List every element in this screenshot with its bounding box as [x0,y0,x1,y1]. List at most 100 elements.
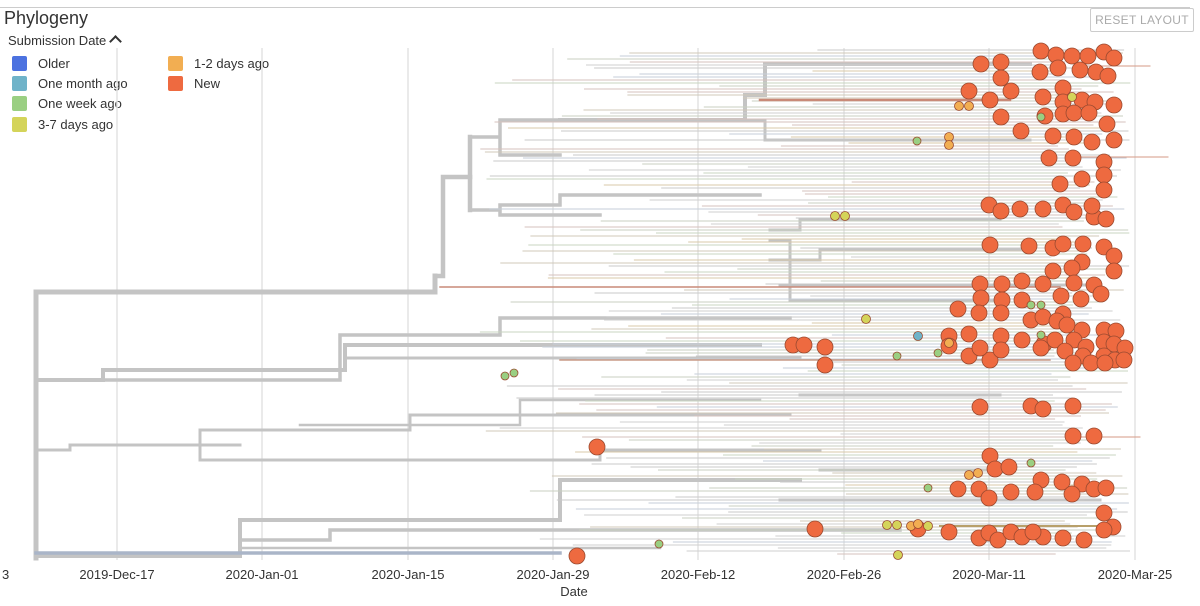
tip-new [1082,354,1100,372]
tip-new [1032,42,1050,60]
legend-label: Older [38,56,70,71]
tip-new [1053,473,1071,491]
x-tick-label: 2020-Mar-11 [952,567,1025,582]
tip-one-week [923,483,933,493]
tip-new [1092,285,1110,303]
branch [468,193,762,217]
tip-new [816,338,834,356]
x-tick-label: 2019-Dec-17 [79,567,154,582]
tip-new [1013,272,1031,290]
tip-new [1095,504,1113,522]
tip-new [1049,59,1067,77]
tip-one-week [1036,300,1046,310]
tip-new [971,339,989,357]
tip-new [960,325,978,343]
tree-branches [33,49,1169,561]
tip-one-week [933,348,943,358]
tip-one-week [1026,458,1036,468]
tip-new [992,53,1010,71]
branch [33,273,438,295]
tip-new [795,336,813,354]
tip-new [1063,259,1081,277]
tip-new [1105,262,1123,280]
tip-new [1097,210,1115,228]
tip-new [971,275,989,293]
legend-swatch [168,76,183,91]
tip-new [981,236,999,254]
tip-3-7-days [892,520,902,530]
x-tick-label: 2020-Jan-29 [517,567,590,582]
x-axis-label: Date [560,584,587,599]
tip-new [1040,149,1058,167]
tip-new [960,82,978,100]
tip-new [1056,342,1074,360]
tip-new [806,520,824,538]
tip-new [972,55,990,73]
tip-new [1002,82,1020,100]
branch [432,174,473,279]
tip-1-2-days [973,468,983,478]
tip-new [1065,128,1083,146]
tip-new [816,356,834,374]
tip-new [981,91,999,109]
tip-new [992,69,1010,87]
tip-new [992,304,1010,322]
tip-new [1064,354,1082,372]
branch [101,316,792,382]
panel-top-border [0,7,1190,8]
tip-one-month [913,331,923,341]
legend-swatch [12,56,27,71]
tip-new [1095,521,1113,539]
tip-new [1064,149,1082,167]
legend-label: One week ago [38,96,122,111]
tip-markers [500,42,1134,565]
tip-1-2-days [954,101,964,111]
tip-1-2-days [964,470,974,480]
tip-3-7-days [923,521,933,531]
tip-new [588,438,606,456]
tip-new [1026,483,1044,501]
tip-new [940,523,958,541]
tip-new [1080,104,1098,122]
tip-1-2-days [944,140,954,150]
tip-new [992,341,1010,359]
x-tick-label: 2020-Mar-25 [1098,567,1172,582]
tip-one-week [1026,300,1036,310]
tip-new [1079,47,1097,65]
tip-new [1064,427,1082,445]
legend-label: One month ago [38,76,128,91]
tip-new [1115,351,1133,369]
tip-new [1000,458,1018,476]
tip-new [1054,529,1072,547]
legend-swatch [12,96,27,111]
tip-new [1051,175,1069,193]
tip-new [992,202,1010,220]
tip-3-7-days [882,520,892,530]
tip-1-2-days [964,101,974,111]
legend-label: 1-2 days ago [194,56,270,71]
tip-3-7-days [1067,92,1077,102]
branch [468,118,562,157]
tip-one-week [912,136,922,146]
branch [34,478,802,558]
tip-new [1058,316,1076,334]
tip-new [1083,133,1101,151]
tip-1-2-days [944,338,954,348]
tip-new [1071,61,1089,79]
x-axis-ticks: 3 2019-Dec-17 2020-Jan-01 2020-Jan-15 2020-J… [2,567,1172,582]
tip-new [989,531,1007,549]
tip-new [1012,122,1030,140]
tip-1-2-days [913,519,923,529]
tip-new [1044,262,1062,280]
tip-new [1095,181,1113,199]
legend-swatch [12,76,27,91]
tip-new [1098,115,1116,133]
legend-title: Submission Date [8,33,107,48]
branch [198,413,792,447]
reset-layout-button[interactable]: RESET LAYOUT [1090,8,1194,32]
legend-toggle[interactable]: Submission Date [8,33,123,48]
tip-new [1031,63,1049,81]
tip-new [1063,485,1081,503]
tip-new [1065,104,1083,122]
